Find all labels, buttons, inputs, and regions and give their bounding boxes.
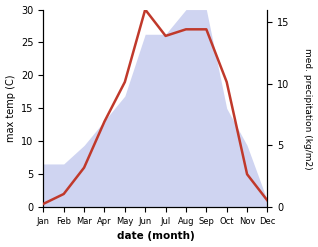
Y-axis label: max temp (C): max temp (C): [5, 75, 16, 142]
Y-axis label: med. precipitation (kg/m2): med. precipitation (kg/m2): [303, 48, 313, 169]
X-axis label: date (month): date (month): [116, 231, 194, 242]
